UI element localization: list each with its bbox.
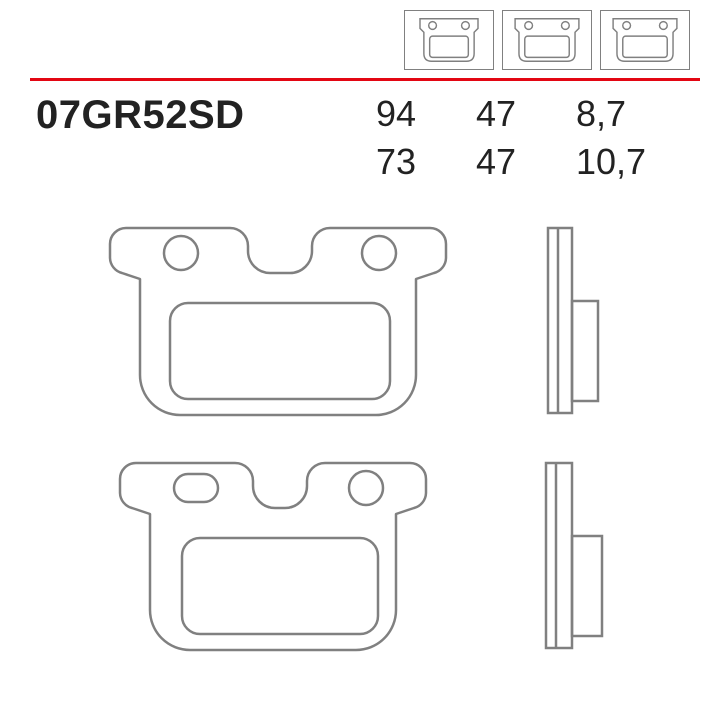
pad-large-front [70,223,490,418]
dim-h-1: 47 [446,93,546,135]
pad-large-side [540,223,610,418]
pad-small-side [540,458,610,653]
dim-h-2: 47 [446,141,546,183]
technical-drawings [30,223,700,653]
thumb-pad-3 [600,10,690,70]
thumbnail-row [30,10,700,70]
part-code: 07GR52SD [36,93,346,138]
dim-w-1: 94 [346,93,446,135]
spec-row: 07GR52SD 94 47 8,7 73 47 10,7 [30,93,700,183]
dimension-grid: 94 47 8,7 73 47 10,7 [346,93,646,183]
pad-small-front [70,458,490,653]
dim-t-2: 10,7 [546,141,646,183]
drawing-row-1 [70,223,700,418]
dim-t-1: 8,7 [546,93,646,135]
red-divider [30,78,700,81]
drawing-row-2 [70,458,700,653]
thumb-pad-2 [502,10,592,70]
thumb-pad-1 [404,10,494,70]
dim-w-2: 73 [346,141,446,183]
